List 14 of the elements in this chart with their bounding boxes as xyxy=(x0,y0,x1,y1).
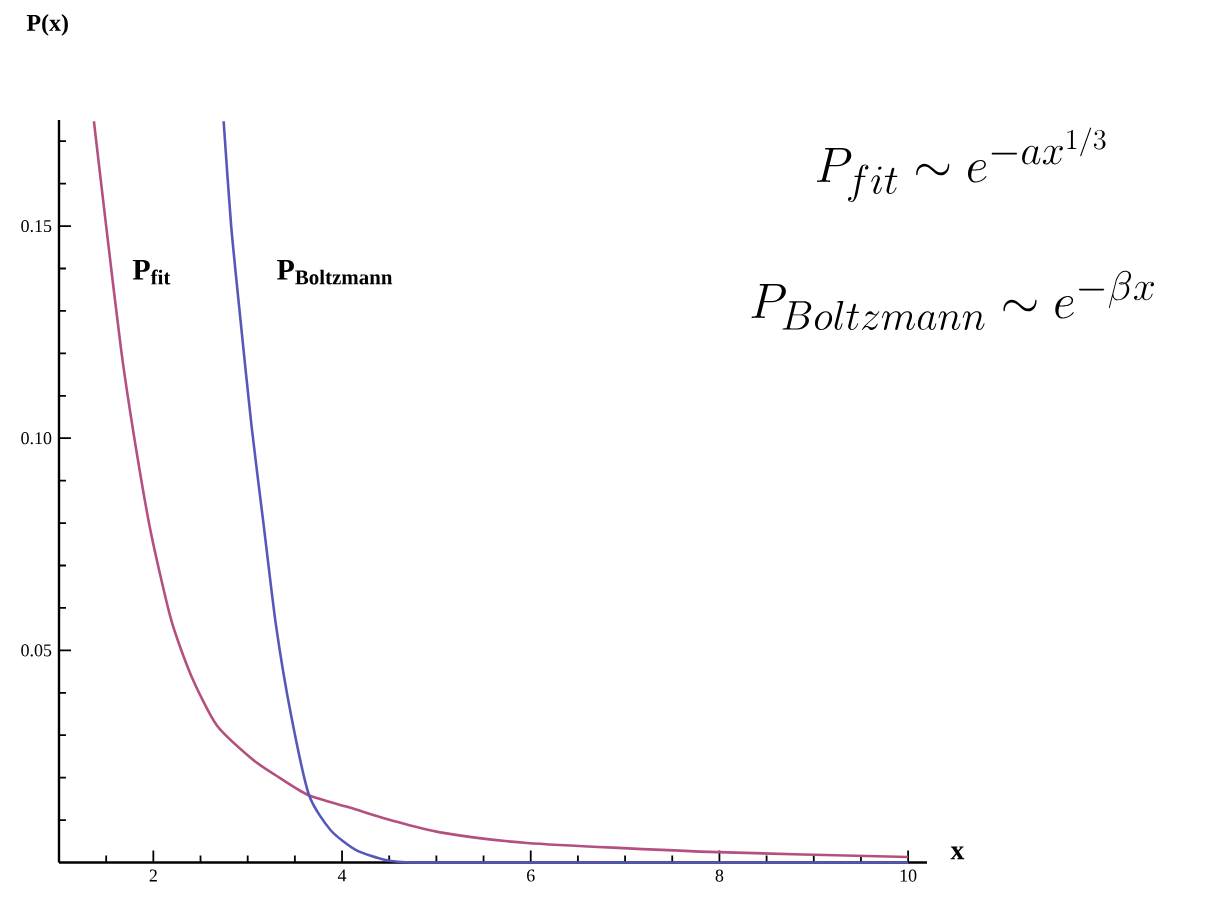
y-tick-label: 0.05 xyxy=(21,644,52,657)
x-tick-label: 6 xyxy=(527,869,535,882)
x-tick-label: 2 xyxy=(149,869,157,882)
y-tick-label: 0.15 xyxy=(21,219,52,233)
x-axis-title: x xyxy=(950,846,965,860)
annotation: $P_{Boltzmann} \sim e^{-\beta x}$ xyxy=(751,270,1155,330)
y-tick-label: 0.10 xyxy=(21,432,52,445)
annotation: $P_{fit} \sim e^{-ax^{1/3}}$ xyxy=(816,127,1106,203)
annotation: $\mathbf{P}_{\mathbf{fit}}$ xyxy=(132,259,171,285)
x-tick-label: 10 xyxy=(900,869,917,882)
annotation: $\mathbf{P}_{\mathbf{Boltzmann}}$ xyxy=(277,260,393,285)
x-tick-label: 4 xyxy=(337,869,347,882)
y-axis-title: P(x) xyxy=(26,14,68,36)
x-tick-label: 8 xyxy=(715,869,724,882)
